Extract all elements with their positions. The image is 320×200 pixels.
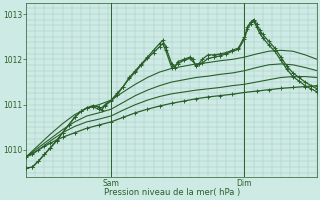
Text: Sam: Sam (103, 179, 119, 188)
Text: Dim: Dim (237, 179, 252, 188)
X-axis label: Pression niveau de la mer( hPa ): Pression niveau de la mer( hPa ) (104, 188, 240, 197)
